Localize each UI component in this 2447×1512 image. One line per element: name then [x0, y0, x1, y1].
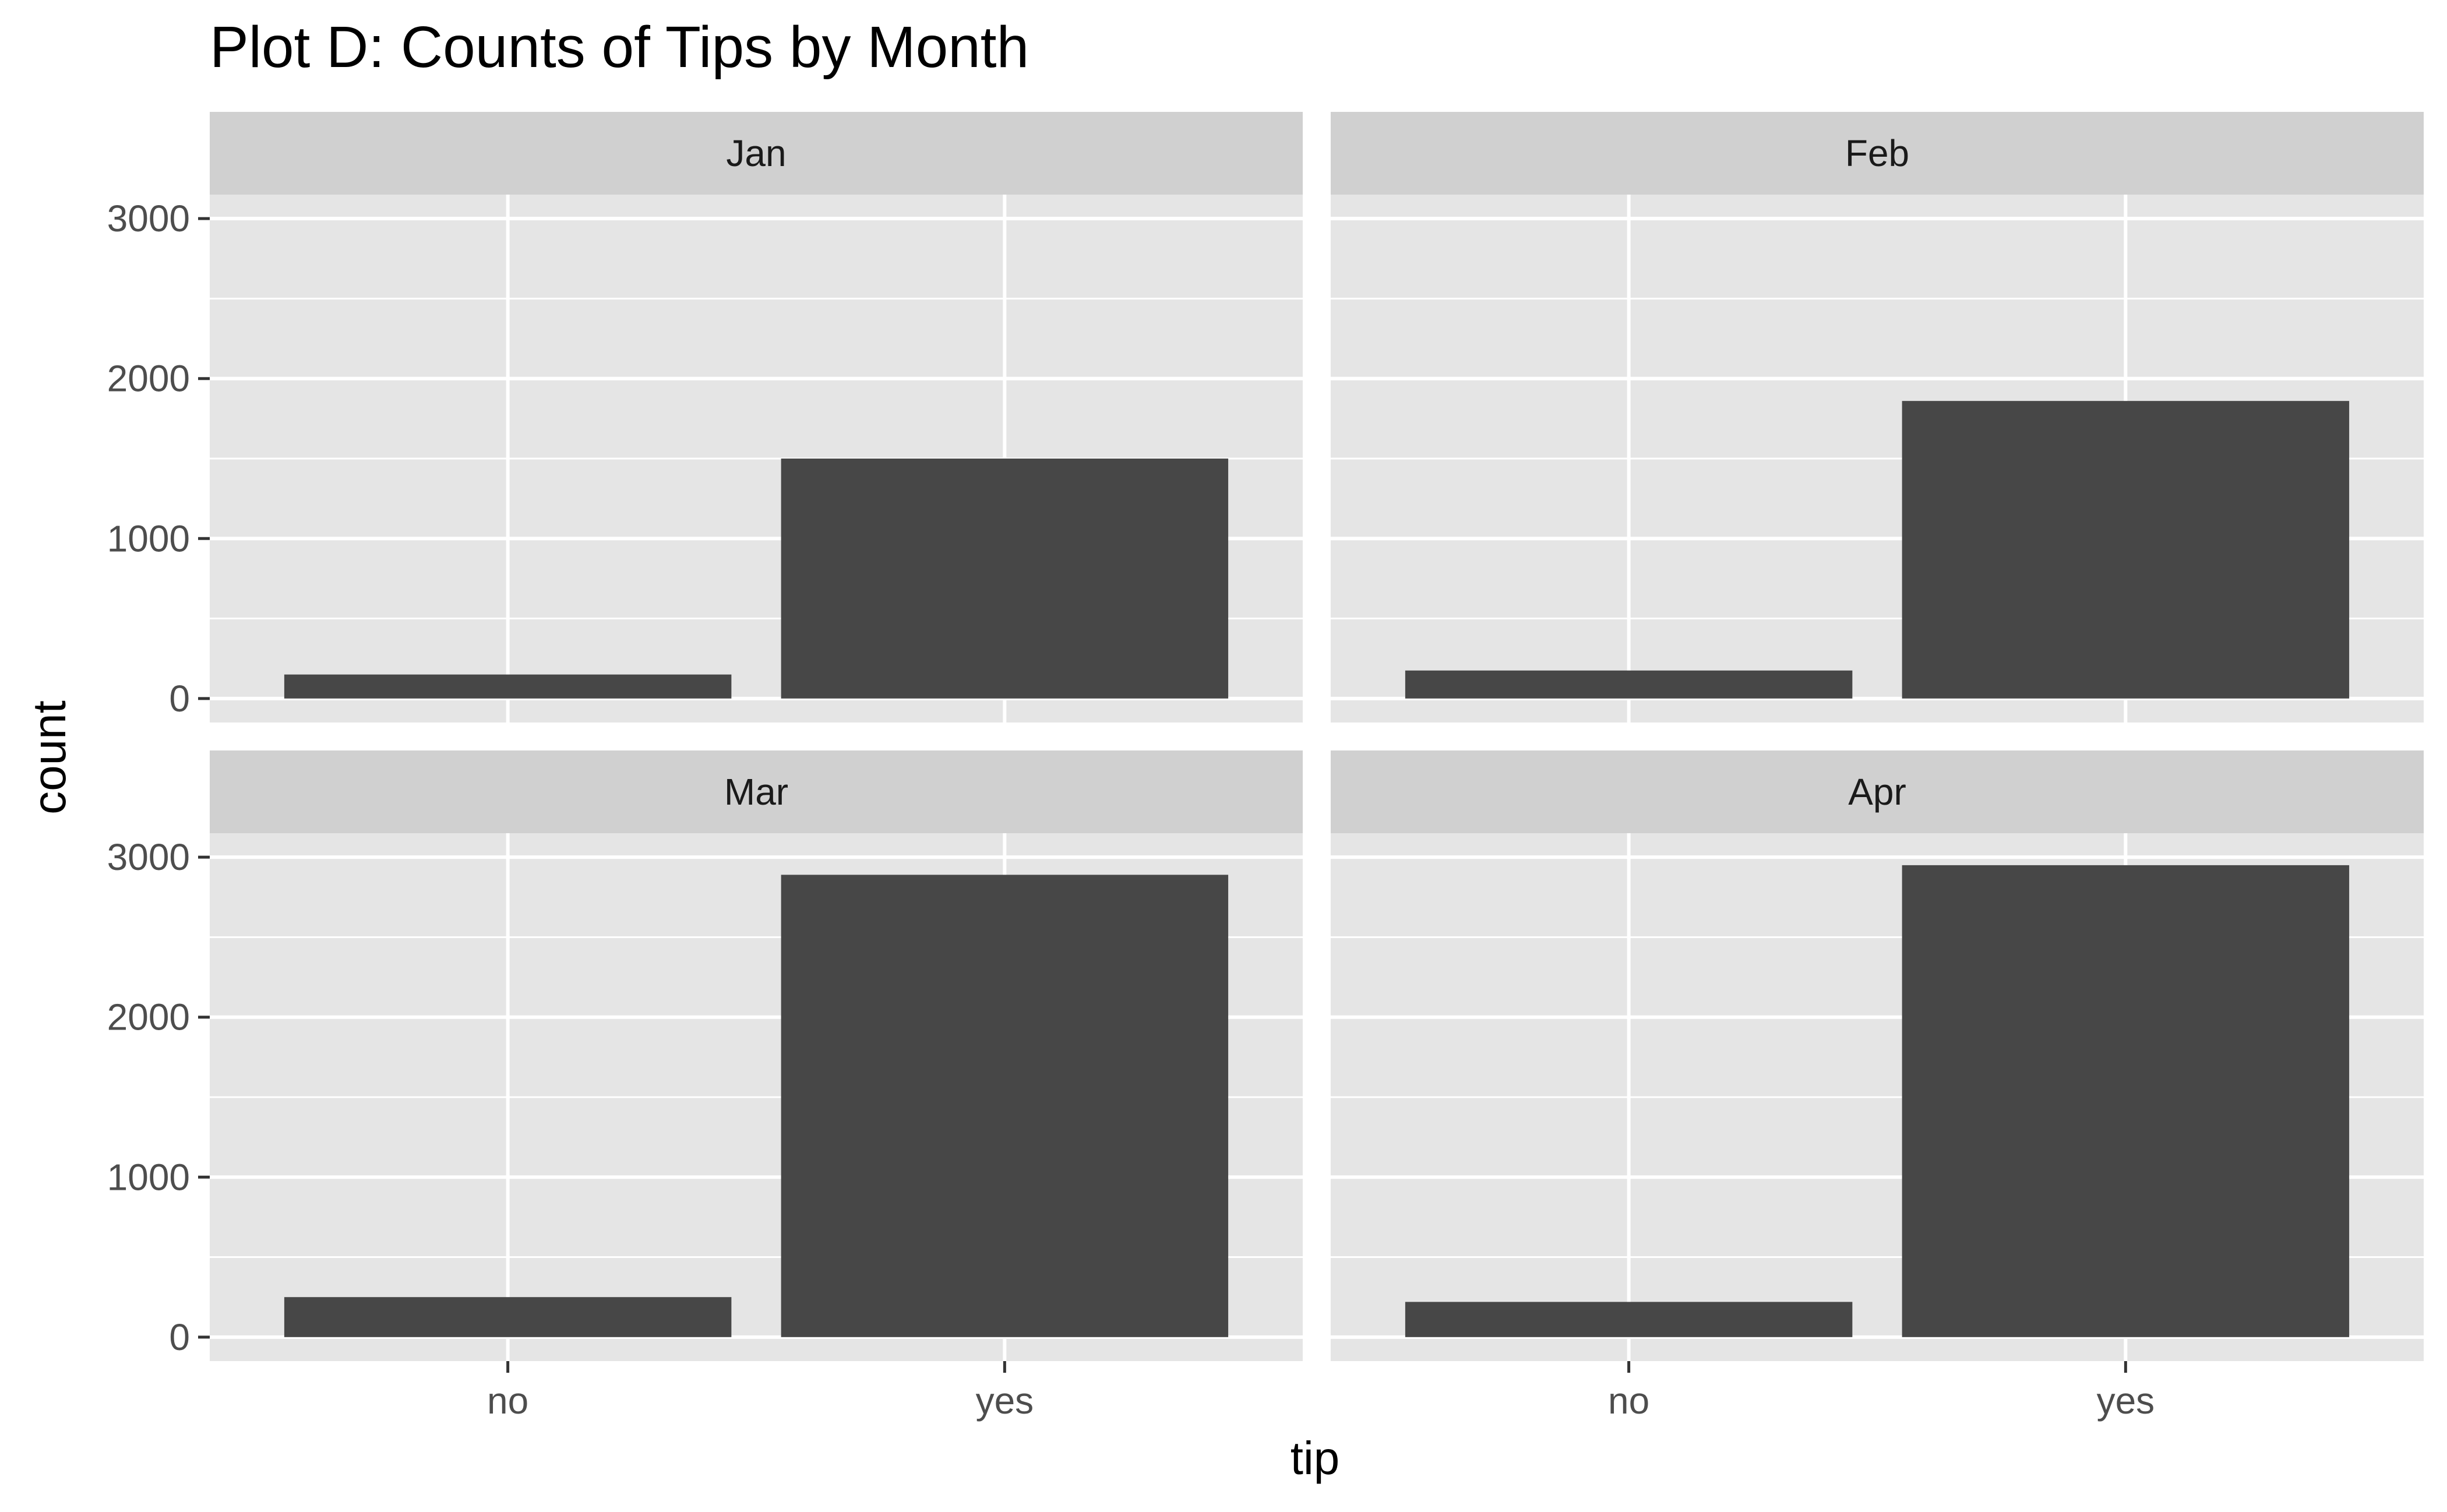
x-tick-label: no — [1608, 1380, 1649, 1422]
facet-strip-label: Jan — [726, 132, 786, 174]
facet-panel-jan: Jan 0 1000 2000 3000 — [107, 112, 1303, 722]
bar-yes — [781, 459, 1229, 699]
y-tick-label: 2000 — [107, 996, 190, 1038]
bar-no — [1405, 670, 1853, 699]
x-tick-label: yes — [976, 1380, 1034, 1422]
facet-panel-apr: Apr no yes — [1331, 750, 2424, 1422]
x-tick-label: no — [487, 1380, 528, 1422]
y-tick-label: 2000 — [107, 358, 190, 400]
bar-no — [284, 674, 732, 699]
y-tick-label: 0 — [169, 678, 190, 720]
facet-strip-label: Apr — [1848, 771, 1906, 813]
y-tick-label: 3000 — [107, 836, 190, 878]
y-tick-label: 3000 — [107, 198, 190, 239]
facet-strip-label: Mar — [724, 771, 788, 813]
x-tick-label: yes — [2097, 1380, 2155, 1422]
facet-strip-label: Feb — [1845, 132, 1909, 174]
facet-strip — [1331, 750, 2424, 833]
bar-yes — [1902, 401, 2350, 699]
bar-no — [284, 1297, 732, 1337]
y-tick-label: 1000 — [107, 517, 190, 559]
x-axis-title: tip — [1291, 1432, 1340, 1484]
bar-no — [1405, 1302, 1853, 1337]
y-axis-title: count — [23, 700, 75, 815]
y-tick-label: 1000 — [107, 1156, 190, 1198]
chart-title: Plot D: Counts of Tips by Month — [210, 15, 1029, 80]
y-tick-label: 0 — [169, 1316, 190, 1358]
facet-strip — [210, 112, 1303, 195]
facet-strip — [1331, 112, 2424, 195]
facet-strip — [210, 750, 1303, 833]
facet-grid: Jan 0 1000 2000 3000 Feb Mar 0 1000 2000 3000 no yes… — [107, 112, 2424, 1422]
facet-panel-feb: Feb — [1331, 112, 2424, 722]
facet-panel-mar: Mar 0 1000 2000 3000 no yes — [107, 750, 1303, 1422]
bar-yes — [781, 875, 1229, 1337]
bar-yes — [1902, 865, 2350, 1337]
